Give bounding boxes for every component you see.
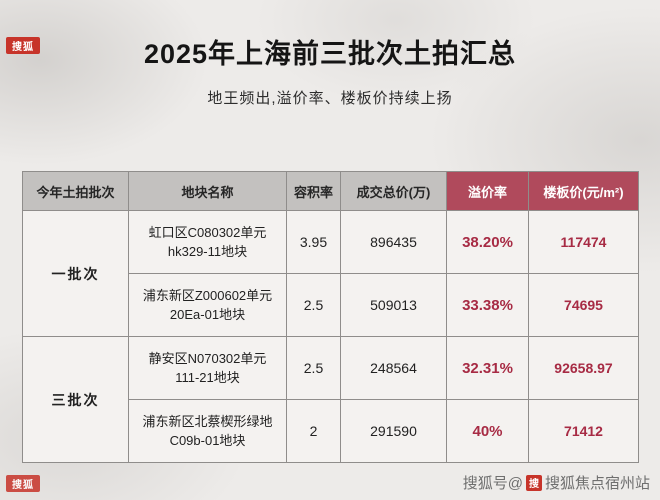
plot-name: 虹口区C080302单元 hk329-11地块	[128, 210, 287, 274]
page-subtitle: 地王频出,溢价率、楼板价持续上扬	[207, 90, 453, 107]
total-price-value: 248564	[340, 336, 447, 400]
plot-name-line1: 浦东新区北蔡楔形绿地	[142, 413, 273, 429]
floor-price-value: 92658.97	[528, 336, 639, 400]
footer-watermark: 搜狐号@ 搜 搜狐焦点宿州站	[463, 472, 650, 493]
premium-rate-value: 40%	[446, 399, 529, 463]
header-floor-price: 楼板价(元/m²)	[528, 171, 639, 211]
table-header-row: 今年土拍批次 地块名称 容积率 成交总价(万) 溢价率 楼板价(元/m²)	[22, 171, 639, 211]
table-row: 三批次 静安区N070302单元 111-21地块 2.5 248564 32.…	[22, 336, 639, 463]
infographic-page: { "page": { "title": "2025年上海前三批次土拍汇总", …	[0, 32, 660, 500]
table-row: 一批次 虹口区C080302单元 hk329-11地块 3.95 896435 …	[22, 210, 639, 337]
floor-price-value: 74695	[528, 273, 639, 337]
header-plot-name: 地块名称	[128, 171, 287, 211]
header-far: 容积率	[286, 171, 341, 211]
plot-name: 浦东新区北蔡楔形绿地 C09b-01地块	[128, 399, 287, 463]
floor-price-value: 71412	[528, 399, 639, 463]
plot-name-line1: 浦东新区Z000602单元	[142, 287, 273, 303]
plot-name-line1: 虹口区C080302单元	[148, 224, 267, 240]
header-total-price: 成交总价(万)	[340, 171, 447, 211]
plot-name-line2: 20Ea-01地块	[169, 307, 246, 322]
footer-watermark-prefix: 搜狐号@	[462, 475, 523, 492]
plot-name-line2: C09b-01地块	[169, 433, 246, 448]
table-row: 浦东新区Z000602单元 20Ea-01地块 2.5 509013 33.38…	[23, 273, 639, 337]
header-batch: 今年土拍批次	[22, 171, 129, 211]
total-price-value: 291590	[340, 399, 447, 463]
premium-rate-value: 38.20%	[446, 210, 529, 274]
premium-rate-value: 33.38%	[446, 273, 529, 337]
far-value: 2.5	[286, 336, 341, 400]
far-value: 2.5	[286, 273, 341, 337]
land-auction-table: 今年土拍批次 地块名称 容积率 成交总价(万) 溢价率 楼板价(元/m²) 一批…	[22, 171, 639, 463]
premium-rate-value: 32.31%	[446, 336, 529, 400]
sohu-logo-watermark-top: 搜狐	[6, 37, 40, 54]
far-value: 2	[286, 399, 341, 463]
plot-name: 浦东新区Z000602单元 20Ea-01地块	[128, 273, 287, 337]
footer-watermark-name: 搜狐焦点宿州站	[544, 475, 650, 492]
plot-name-line1: 静安区N070302单元	[148, 350, 267, 366]
page-title: 2025年上海前三批次土拍汇总	[143, 39, 517, 69]
header-premium-rate: 溢价率	[446, 171, 529, 211]
plot-name-line2: hk329-11地块	[167, 244, 248, 259]
batch-3-label: 三批次	[22, 336, 129, 463]
total-price-value: 509013	[340, 273, 447, 337]
plot-name: 静安区N070302单元 111-21地块	[128, 336, 287, 400]
table-row: 浦东新区北蔡楔形绿地 C09b-01地块 2 291590 40% 71412	[23, 399, 639, 463]
total-price-value: 896435	[340, 210, 447, 274]
plot-name-line2: 111-21地块	[175, 370, 240, 385]
batch-1-label: 一批次	[22, 210, 129, 337]
far-value: 3.95	[286, 210, 341, 274]
sohu-icon: 搜	[525, 474, 542, 491]
sohu-logo-watermark-bottom: 搜狐	[6, 475, 40, 492]
floor-price-value: 117474	[528, 210, 639, 274]
